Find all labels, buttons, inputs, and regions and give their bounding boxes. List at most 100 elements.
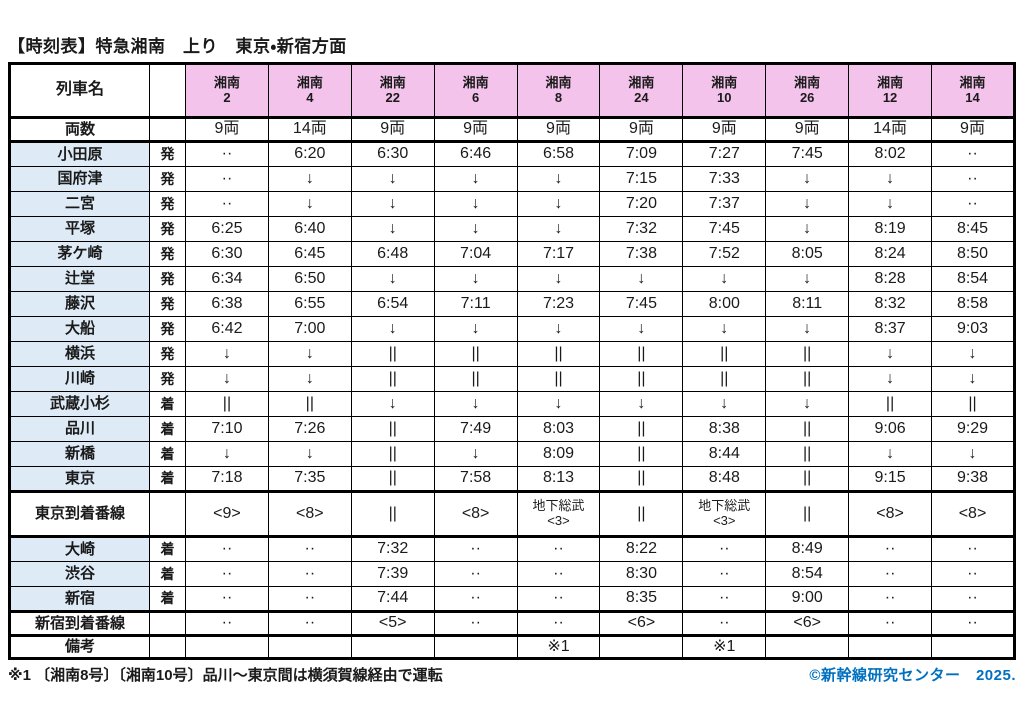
time-cell: ↓ <box>848 166 933 192</box>
time-cell <box>765 635 850 659</box>
time-cell: 9両 <box>350 117 435 143</box>
depart-arrive-mark <box>149 611 186 637</box>
time-cell: || <box>848 391 933 417</box>
timetable-page: 【時刻表】特急湘南 上り 東京・新宿方面 列車名 湘南 2 湘南 4 湘南 22 湘南 6 湘南 8… <box>8 37 1016 684</box>
time-cell: 8:50 <box>931 241 1015 267</box>
row-新橋: 新橋着 ↓ ↓ || ↓ 8:09 || 8:44 || ↓ ↓ <box>9 441 1015 467</box>
time-cell: || <box>765 341 850 367</box>
time-cell: ↓ <box>848 441 933 467</box>
time-cell: || <box>267 391 352 417</box>
time-cell: 8:24 <box>848 241 933 267</box>
time-cell: || <box>350 366 435 392</box>
time-cell: 8:22 <box>599 536 684 562</box>
depart-arrive-mark: 発 <box>149 241 186 267</box>
time-cell: 6:46 <box>433 141 518 167</box>
depart-arrive-mark: 発 <box>149 366 186 392</box>
time-cell: 地下総武 <3> <box>682 491 767 538</box>
row-label-cell: 茅ケ崎 <box>9 241 150 267</box>
time-cell: ·· <box>682 611 767 637</box>
row-label-cell: 品川 <box>9 416 150 442</box>
time-cell: ·· <box>931 586 1015 613</box>
time-cell: ·· <box>267 561 352 587</box>
row-東京: 東京着 7:18 7:35 || 7:58 8:13 || 8:48 || 9:15 9:38 <box>9 466 1015 493</box>
time-cell: ·· <box>848 536 933 562</box>
depart-arrive-mark: 着 <box>149 561 186 587</box>
time-cell: 7:39 <box>350 561 435 587</box>
time-cell: 地下総武 <3> <box>516 491 601 538</box>
time-cell: ·· <box>185 586 269 613</box>
time-cell: 8:03 <box>516 416 601 442</box>
train-header-cell: 湘南 8 <box>516 63 601 119</box>
time-cell: ↓ <box>433 316 518 342</box>
time-cell: ↓ <box>267 441 352 467</box>
time-cell: || <box>350 416 435 442</box>
train-header-cell: 湘南 10 <box>682 63 767 119</box>
time-cell: ·· <box>185 191 269 217</box>
time-cell: 7:32 <box>350 536 435 562</box>
time-cell: 8:13 <box>516 466 601 493</box>
corner-cell: 列車名 <box>9 63 150 119</box>
time-cell: 8:05 <box>765 241 850 267</box>
time-cell: 7:44 <box>350 586 435 613</box>
time-cell: || <box>599 341 684 367</box>
time-cell: ·· <box>185 166 269 192</box>
time-cell: ↓ <box>433 441 518 467</box>
time-cell: ↓ <box>516 391 601 417</box>
row-両数: 両数 9両 14両 9両 9両 9両 9両 9両 9両 14両 9両 <box>9 117 1015 143</box>
time-cell: 7:26 <box>267 416 352 442</box>
time-cell: <6> <box>765 611 850 637</box>
time-cell: ·· <box>931 536 1015 562</box>
time-cell: ·· <box>516 536 601 562</box>
time-cell: ↓ <box>433 391 518 417</box>
row-label-cell: 東京 <box>9 466 150 493</box>
time-cell: || <box>765 416 850 442</box>
time-cell: ·· <box>185 536 269 562</box>
depart-arrive-mark: 発 <box>149 316 186 342</box>
time-cell: 6:30 <box>350 141 435 167</box>
time-cell: 6:30 <box>185 241 269 267</box>
time-cell: || <box>765 441 850 467</box>
time-cell: 8:45 <box>931 216 1015 242</box>
time-cell: 8:30 <box>599 561 684 587</box>
train-header-cell: 湘南 14 <box>931 63 1015 119</box>
time-cell: 9:06 <box>848 416 933 442</box>
row-横浜: 横浜発 ↓ ↓ || || || || || || ↓ ↓ <box>9 341 1015 367</box>
row-label-cell: 新橋 <box>9 441 150 467</box>
time-cell: 9:15 <box>848 466 933 493</box>
time-cell: 7:38 <box>599 241 684 267</box>
time-cell: || <box>599 441 684 467</box>
row-小田原: 小田原発 ·· 6:20 6:30 6:46 6:58 7:09 7:27 7:45 8:02 ·· <box>9 141 1015 167</box>
time-cell: 9両 <box>682 117 767 143</box>
time-cell: || <box>516 341 601 367</box>
time-cell: || <box>765 366 850 392</box>
time-cell: ↓ <box>765 191 850 217</box>
time-cell: ·· <box>433 586 518 613</box>
time-cell: ·· <box>267 536 352 562</box>
time-cell: 9両 <box>433 117 518 143</box>
time-cell: || <box>599 366 684 392</box>
time-cell <box>433 635 518 659</box>
time-cell: 9:38 <box>931 466 1015 493</box>
time-cell: ↓ <box>516 316 601 342</box>
time-cell: ·· <box>682 561 767 587</box>
time-cell <box>599 635 684 659</box>
time-cell: 7:52 <box>682 241 767 267</box>
row-品川: 品川着 7:10 7:26 || 7:49 8:03 || 8:38 || 9:06 9:29 <box>9 416 1015 442</box>
time-cell: || <box>599 466 684 493</box>
row-label-cell: 東京到着番線 <box>9 491 150 538</box>
row-label-cell: 二宮 <box>9 191 150 217</box>
time-cell: 6:34 <box>185 266 269 292</box>
time-cell: 6:42 <box>185 316 269 342</box>
time-cell: ↓ <box>765 166 850 192</box>
time-cell: ↓ <box>931 341 1015 367</box>
time-cell: 7:09 <box>599 141 684 167</box>
mark-header-cell <box>149 63 186 119</box>
time-cell: <8> <box>267 491 352 538</box>
time-cell: 7:15 <box>599 166 684 192</box>
time-cell: ·· <box>516 586 601 613</box>
time-cell <box>350 635 435 659</box>
time-cell: 7:45 <box>682 216 767 242</box>
time-cell: 6:40 <box>267 216 352 242</box>
time-cell: ↓ <box>599 316 684 342</box>
time-cell: || <box>433 366 518 392</box>
